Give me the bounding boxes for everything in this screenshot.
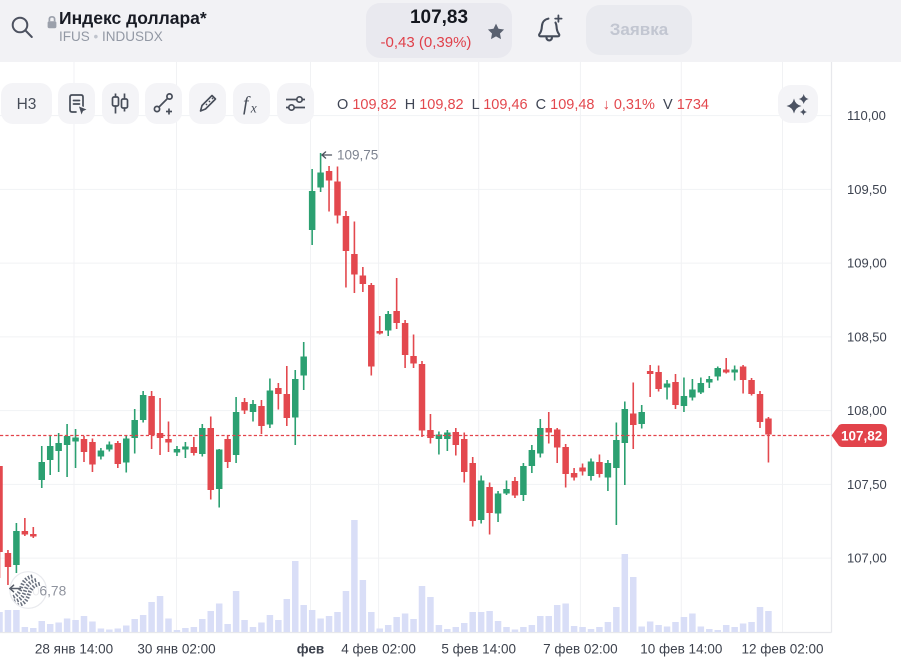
svg-text:7 фев 02:00: 7 фев 02:00 xyxy=(543,642,618,657)
svg-text:109,00: 109,00 xyxy=(847,256,887,271)
svg-text:H3: H3 xyxy=(17,96,37,113)
svg-text:109,50: 109,50 xyxy=(847,182,887,197)
svg-text:108,00: 108,00 xyxy=(847,403,887,418)
svg-text:108,50: 108,50 xyxy=(847,329,887,344)
svg-text:107,50: 107,50 xyxy=(847,477,887,492)
svg-text:фев: фев xyxy=(297,642,324,657)
svg-text:5 фев 14:00: 5 фев 14:00 xyxy=(441,642,516,657)
svg-text:109,75: 109,75 xyxy=(337,148,378,163)
svg-text:10 фев 14:00: 10 фев 14:00 xyxy=(640,642,722,657)
svg-text:x: x xyxy=(250,101,257,116)
svg-text:6,78: 6,78 xyxy=(39,584,66,599)
svg-text:110,00: 110,00 xyxy=(847,108,886,123)
svg-text:107,82: 107,82 xyxy=(841,428,882,443)
svg-text:4 фев 02:00: 4 фев 02:00 xyxy=(341,642,416,657)
svg-text:28 янв 14:00: 28 янв 14:00 xyxy=(35,642,113,657)
svg-text:12 фев 02:00: 12 фев 02:00 xyxy=(741,642,823,657)
svg-text:107,00: 107,00 xyxy=(847,551,887,566)
svg-text:30 янв 02:00: 30 янв 02:00 xyxy=(137,642,215,657)
svg-text:f: f xyxy=(243,94,251,115)
